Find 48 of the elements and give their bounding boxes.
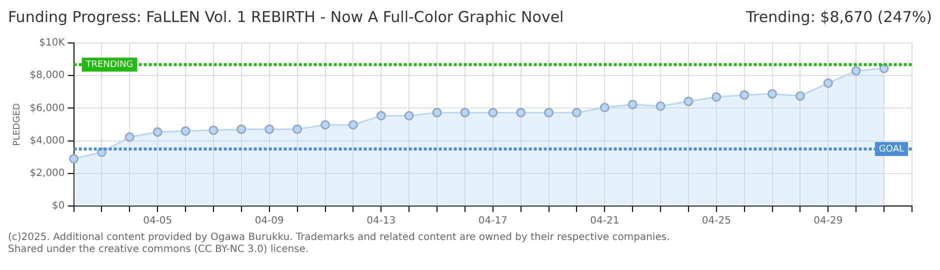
ref-line-label: TRENDING [84, 60, 134, 70]
point [460, 108, 470, 118]
point [488, 108, 498, 118]
chart-title: Funding Progress: FaLLEN Vol. 1 REBIRTH - Now A Full-Color Graphic Novel [8, 8, 564, 26]
y-tick-label: $4,000 [30, 135, 65, 146]
text: (c)2025. Additional content provided by Ogawa Burukku. Trademarks and related content are owned by their respective companies. [8, 232, 671, 244]
point [712, 92, 722, 102]
point [656, 101, 666, 111]
point [69, 154, 79, 164]
point [320, 120, 330, 130]
x-tick-label: 04-13 [366, 216, 396, 227]
x-tick-label: 04-29 [814, 216, 843, 227]
y-tick-label: $10K [39, 38, 66, 49]
y-tick-label: $6,000 [30, 102, 65, 114]
point [432, 108, 442, 118]
point [823, 78, 833, 88]
x-tick-label: 04-21 [590, 216, 620, 227]
point [264, 124, 274, 134]
x-tick-label: 04-17 [478, 216, 508, 227]
point [152, 127, 162, 137]
ref-line-label: GOAL [878, 144, 904, 154]
point [628, 100, 638, 110]
y-axis-title: PLEDGED [12, 103, 23, 146]
x-tick-label: 04-05 [143, 216, 172, 227]
point [348, 120, 358, 130]
y-tick-label: $8,000 [30, 70, 65, 82]
point [544, 108, 554, 118]
point [572, 108, 582, 118]
y-tick-label: $2,000 [30, 168, 65, 179]
point [236, 124, 246, 134]
point [208, 125, 218, 135]
point [404, 110, 414, 120]
x-tick-label: 04-09 [254, 216, 284, 227]
point [292, 124, 302, 134]
point [684, 96, 694, 106]
chart-subtitle: Trending: $8,670 (247%) [746, 8, 932, 26]
point [600, 102, 610, 112]
x-tick-label: 04-25 [702, 216, 731, 227]
point [180, 126, 190, 136]
point [376, 110, 386, 120]
point [768, 89, 778, 99]
point [851, 66, 861, 76]
point [740, 90, 750, 100]
point [124, 132, 134, 142]
text: Shared under the creative commons (CC BY-NC 3.0) license. [8, 244, 310, 256]
point [795, 91, 805, 101]
y-tick-label: $0 [52, 200, 65, 212]
point [516, 108, 526, 118]
